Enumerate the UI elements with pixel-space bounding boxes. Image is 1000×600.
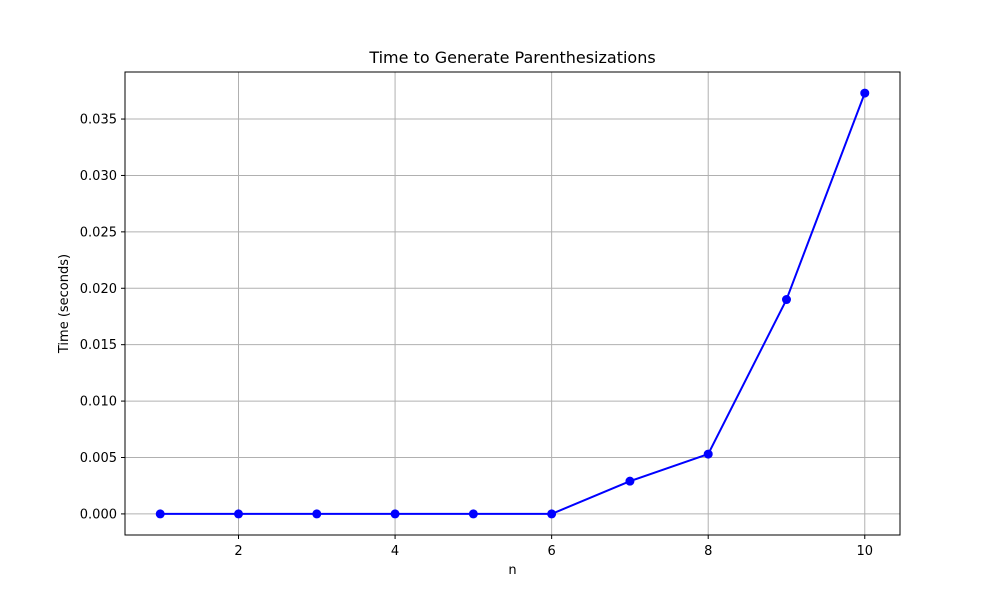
x-axis-title: n xyxy=(508,563,516,578)
y-tick-label: 0.025 xyxy=(80,225,117,240)
x-tick-label: 4 xyxy=(391,544,399,559)
data-point xyxy=(234,509,244,519)
data-point xyxy=(155,509,165,519)
y-axis-title: Time (seconds) xyxy=(57,254,72,354)
y-tick-label: 0.020 xyxy=(80,282,117,297)
y-tick-label: 0.030 xyxy=(80,169,117,184)
x-tick-label: 2 xyxy=(234,544,242,559)
data-point xyxy=(781,295,791,305)
plot-area-frame xyxy=(124,71,901,536)
y-tick-label: 0.005 xyxy=(80,451,117,466)
x-tick-label: 8 xyxy=(704,544,712,559)
data-point xyxy=(312,509,322,519)
y-tick-label: 0.035 xyxy=(80,113,117,128)
data-point xyxy=(860,88,870,98)
chart-title: Time to Generate Parenthesizations xyxy=(368,48,655,67)
y-tick-label: 0.010 xyxy=(80,395,117,410)
x-tick-label: 6 xyxy=(548,544,556,559)
data-point xyxy=(390,509,400,519)
y-tick-label: 0.000 xyxy=(80,507,117,522)
data-point xyxy=(468,509,478,519)
data-series xyxy=(155,88,870,519)
y-tick-label: 0.015 xyxy=(80,338,117,353)
x-tick-label: 10 xyxy=(856,544,873,559)
series-line xyxy=(160,92,866,515)
data-point xyxy=(625,476,635,486)
data-point xyxy=(703,449,713,459)
axis-ticks: 2 4 6 8 10 0.000 0.005 0.010 0.015 0.020 0.025 0.03… xyxy=(80,113,873,559)
data-point xyxy=(547,509,557,519)
